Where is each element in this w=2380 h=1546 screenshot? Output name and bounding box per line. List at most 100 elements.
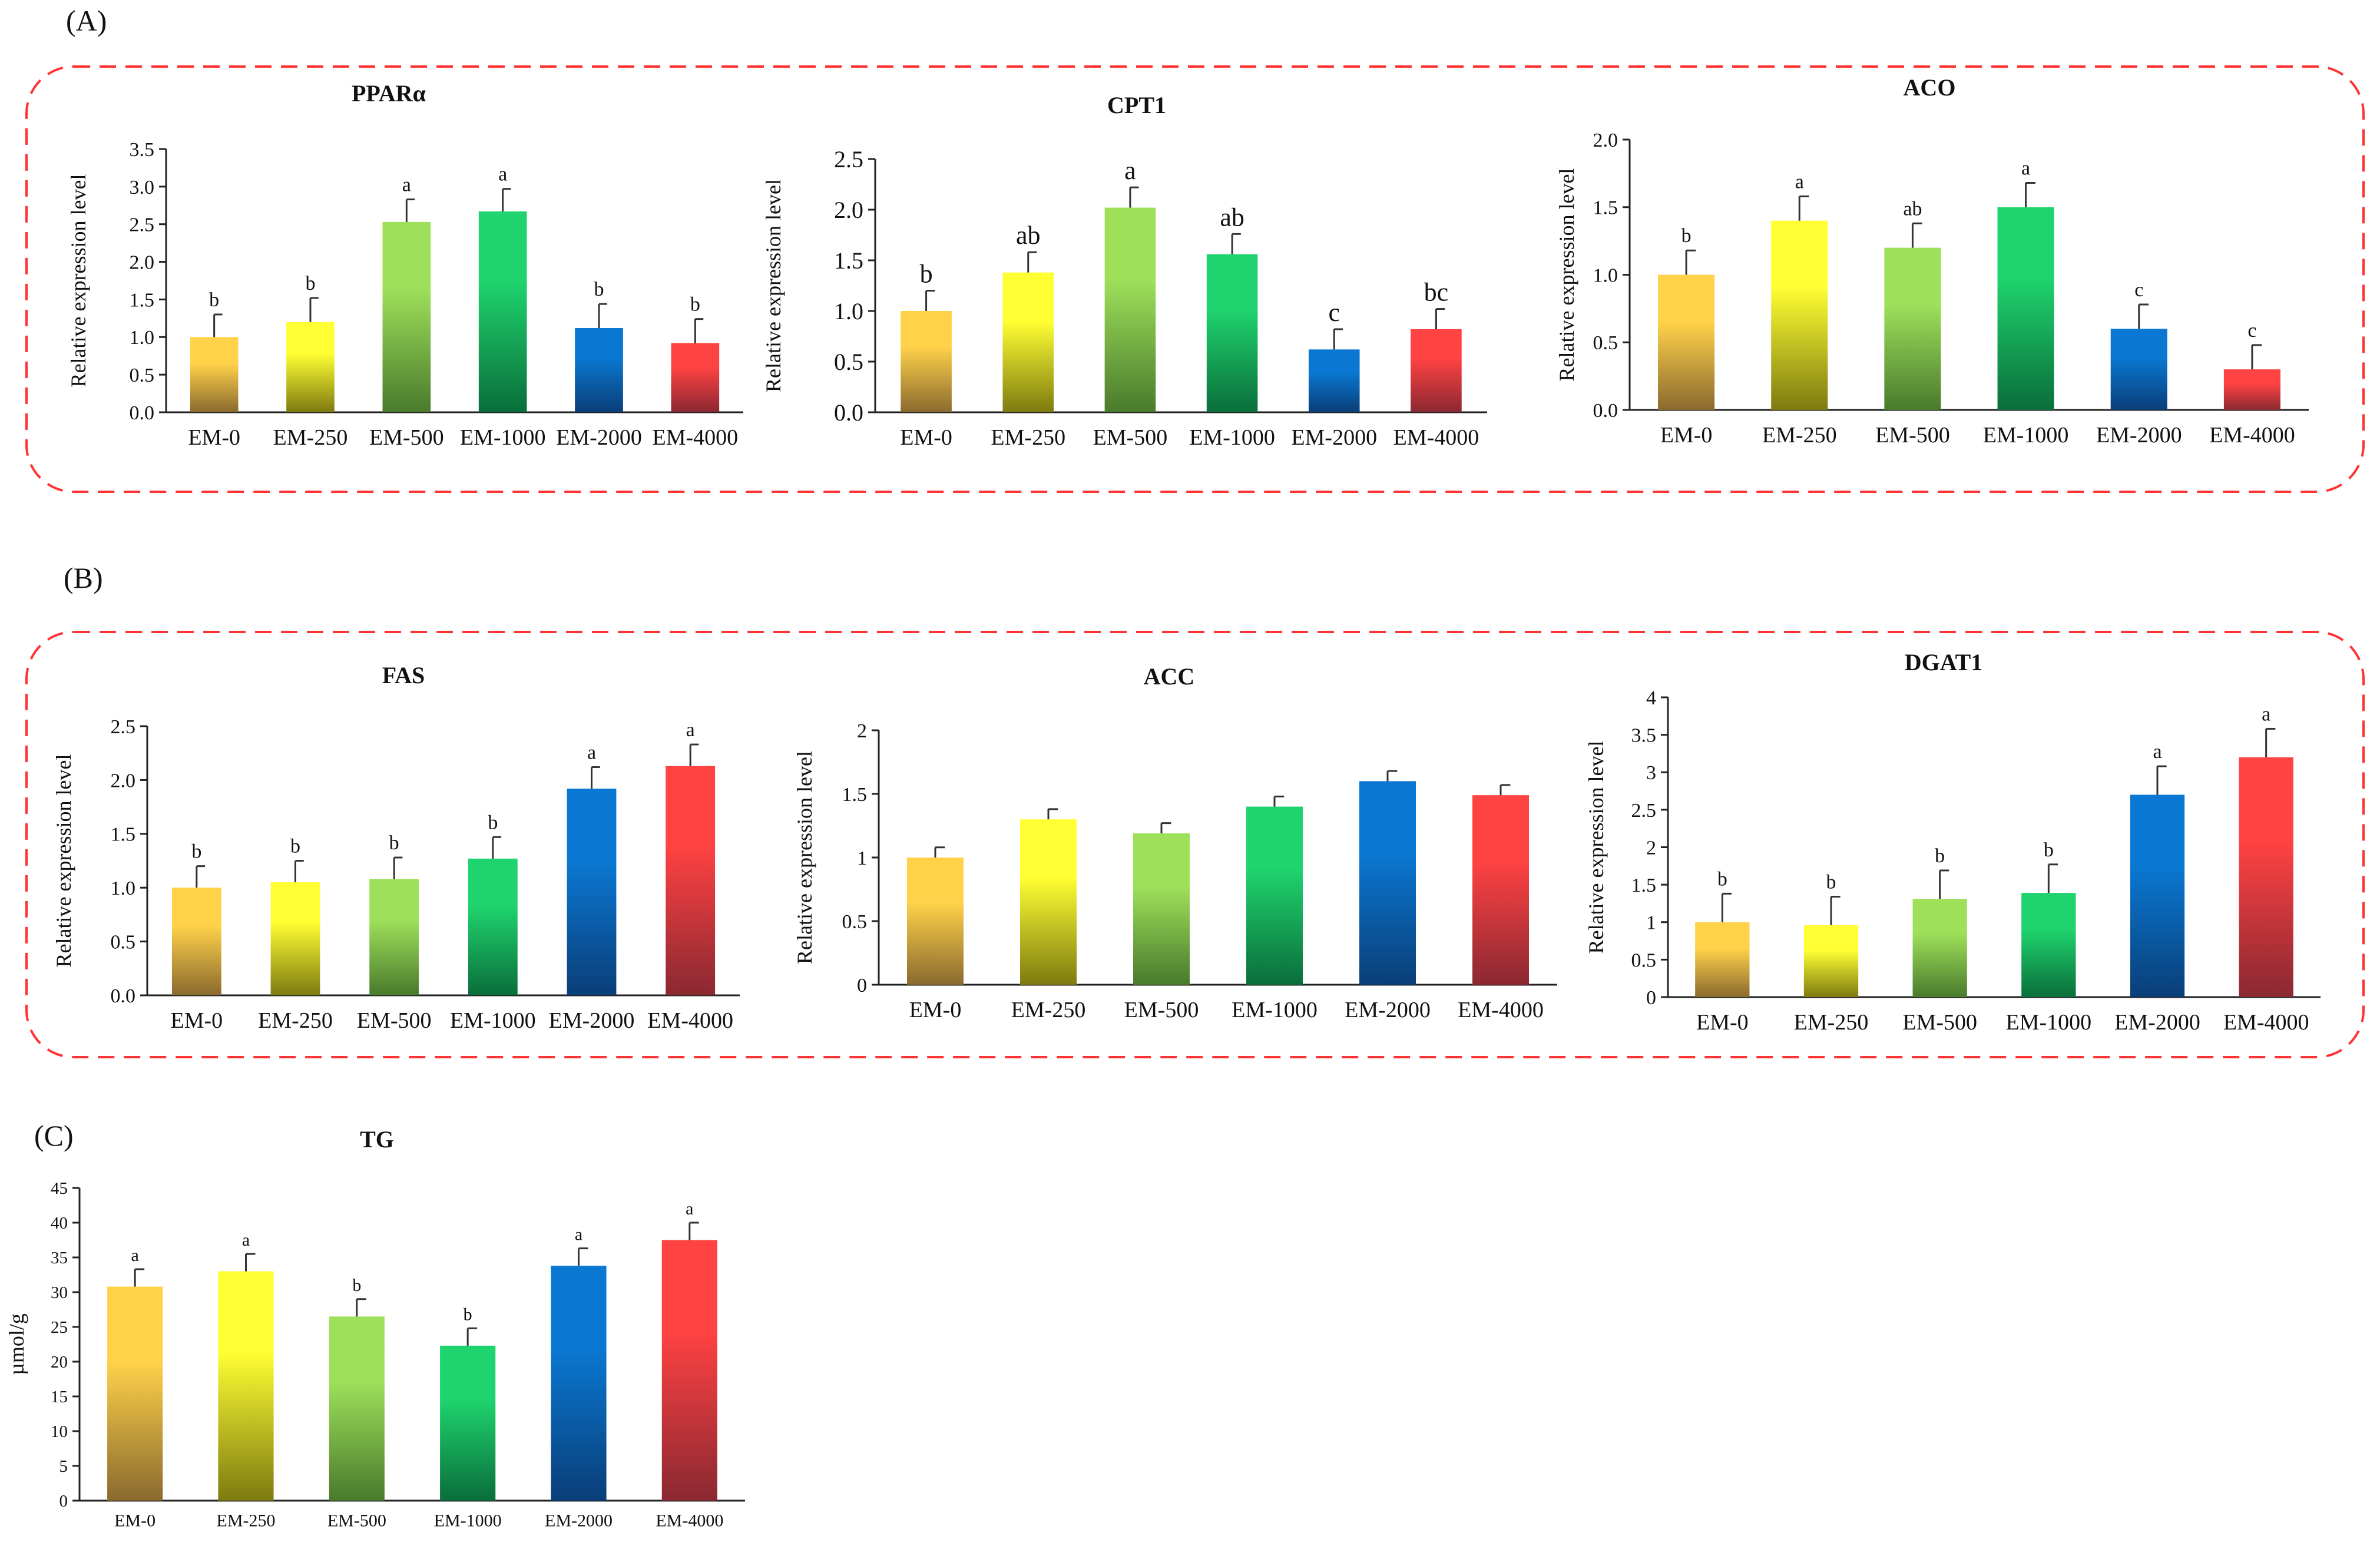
tg-y-tick-label: 35 <box>51 1249 68 1267</box>
tg-y-tick-label: 20 <box>51 1353 68 1372</box>
cpt1-x-tick-label: EM-1000 <box>1189 425 1275 450</box>
aco-y-tick-label: 0.0 <box>1593 400 1618 422</box>
chart-acc: ACC Relative expression level 0 0.5 1 1.5 2 EM-… <box>793 663 1557 1022</box>
cpt1-x-tick-label: EM-2000 <box>1291 425 1377 450</box>
acc-title: ACC <box>1144 663 1195 690</box>
fas-bar <box>468 858 518 995</box>
dgat1-bar <box>2130 794 2185 997</box>
tg-bar <box>218 1271 274 1501</box>
tg-title: TG <box>360 1126 394 1153</box>
aco-x-tick-label: EM-2000 <box>2096 423 2182 448</box>
tg-y-tick-label: 30 <box>51 1283 68 1302</box>
ppara-x-tick-label: EM-2000 <box>556 425 642 450</box>
panel-label-c: (C) <box>34 1119 74 1152</box>
dgat1-significance-letter: b <box>2044 839 2054 861</box>
cpt1-y-tick-label: 2.0 <box>834 197 863 223</box>
cpt1-significance-letter: ab <box>1220 203 1244 231</box>
ppara-significance-letter: b <box>690 294 700 316</box>
fas-y-tick-label: 1.0 <box>111 878 136 899</box>
ppara-bar <box>671 343 720 412</box>
fas-bar <box>270 882 320 995</box>
tg-bar <box>551 1266 607 1501</box>
tg-x-tick-label: EM-250 <box>217 1511 276 1531</box>
dgat1-x-tick-label: EM-0 <box>1696 1010 1749 1035</box>
fas-y-axis-label: Relative expression level <box>52 754 75 968</box>
dgat1-y-tick-label: 3 <box>1646 762 1656 784</box>
acc-bar <box>1472 795 1529 985</box>
dgat1-y-axis-label: Relative expression level <box>1584 741 1608 954</box>
fas-y-tick-label: 0.0 <box>111 985 136 1007</box>
panel-label-a: (A) <box>66 4 107 37</box>
aco-x-tick-label: EM-0 <box>1660 423 1713 448</box>
dgat1-x-tick-label: EM-250 <box>1794 1010 1869 1035</box>
ppara-x-tick-label: EM-250 <box>273 425 348 450</box>
acc-y-axis-label: Relative expression level <box>793 751 816 964</box>
tg-y-tick-label: 15 <box>51 1388 68 1406</box>
dgat1-x-tick-label: EM-1000 <box>2006 1010 2092 1035</box>
ppara-x-tick-label: EM-1000 <box>460 425 546 450</box>
aco-y-axis-label: Relative expression level <box>1555 168 1578 382</box>
aco-significance-letter: a <box>1795 171 1804 193</box>
tg-x-tick-label: EM-2000 <box>545 1511 613 1531</box>
cpt1-bar <box>1104 207 1156 412</box>
cpt1-bar <box>1206 254 1258 412</box>
dgat1-y-tick-label: 1.5 <box>1631 875 1657 896</box>
cpt1-significance-letter: bc <box>1424 278 1449 307</box>
tg-y-tick-label: 40 <box>51 1214 68 1233</box>
dgat1-bar <box>1803 925 1859 997</box>
acc-y-tick-label: 0.5 <box>842 911 868 933</box>
dgat1-y-tick-label: 2.5 <box>1631 800 1657 822</box>
aco-y-tick-label: 1.0 <box>1593 264 1618 286</box>
tg-y-axis-label: µmol/g <box>5 1313 28 1375</box>
fas-title: FAS <box>382 662 425 688</box>
cpt1-significance-letter: ab <box>1016 221 1041 250</box>
cpt1-y-tick-label: 0.0 <box>834 399 863 426</box>
dgat1-y-tick-label: 1 <box>1646 912 1656 934</box>
chart-aco: ACO Relative expression level 0.0 0.5 1.0 1.5… <box>1555 74 2309 448</box>
aco-bar <box>1997 207 2054 410</box>
ppara-significance-letter: a <box>402 174 411 196</box>
acc-x-tick-label: EM-2000 <box>1345 998 1431 1022</box>
acc-bar <box>907 858 964 985</box>
tg-significance-letter: a <box>575 1225 582 1244</box>
tg-x-tick-label: EM-0 <box>114 1511 155 1531</box>
tg-bar <box>661 1240 717 1501</box>
ppara-y-tick-label: 1.5 <box>130 289 155 311</box>
cpt1-significance-letter: c <box>1328 298 1340 327</box>
fas-x-tick-label: EM-2000 <box>549 1008 635 1033</box>
dgat1-y-tick-label: 0 <box>1646 987 1656 1009</box>
dgat1-title: DGAT1 <box>1905 649 1983 676</box>
tg-bar <box>107 1286 163 1501</box>
dgat1-bar <box>1912 899 1967 997</box>
tg-x-tick-label: EM-4000 <box>656 1511 723 1531</box>
fas-significance-letter: b <box>191 841 201 863</box>
fas-bar <box>369 879 419 995</box>
acc-y-tick-label: 0 <box>857 975 867 997</box>
chart-ppara: PPARα Relative expression level 0.0 0.5 1.0 1… <box>67 80 743 450</box>
cpt1-y-tick-label: 1.5 <box>834 247 863 274</box>
fas-x-tick-label: EM-250 <box>258 1008 333 1033</box>
tg-significance-letter: b <box>464 1305 472 1324</box>
dgat1-significance-letter: a <box>2262 703 2270 725</box>
aco-y-tick-label: 1.5 <box>1593 197 1618 219</box>
fas-y-tick-label: 0.5 <box>111 932 136 954</box>
ppara-bar <box>286 322 335 412</box>
tg-bar <box>440 1345 496 1501</box>
ppara-y-tick-label: 0.0 <box>130 402 155 424</box>
ppara-significance-letter: a <box>498 164 507 186</box>
dgat1-x-tick-label: EM-4000 <box>2223 1010 2309 1035</box>
ppara-bar <box>382 221 431 412</box>
cpt1-y-tick-label: 0.5 <box>834 349 863 375</box>
fas-significance-letter: b <box>488 812 498 833</box>
dgat1-y-tick-label: 4 <box>1646 687 1656 709</box>
fas-y-tick-label: 1.5 <box>111 824 136 846</box>
acc-y-tick-label: 1.5 <box>842 784 868 806</box>
acc-x-tick-label: EM-1000 <box>1232 998 1318 1022</box>
dgat1-y-tick-label: 3.5 <box>1631 725 1657 747</box>
tg-significance-letter: a <box>131 1246 139 1265</box>
tg-y-tick-label: 45 <box>51 1179 68 1198</box>
aco-x-tick-label: EM-250 <box>1762 423 1837 448</box>
chart-cpt1: CPT1 Relative expression level 0.0 0.5 1.0 1.… <box>762 92 1487 450</box>
acc-bar <box>1133 833 1190 985</box>
fas-x-tick-label: EM-4000 <box>647 1008 733 1033</box>
